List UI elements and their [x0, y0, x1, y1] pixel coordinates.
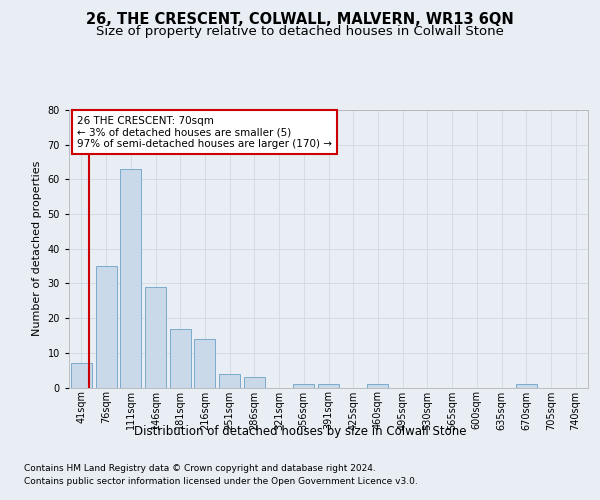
Bar: [318, 384, 339, 388]
Text: Contains HM Land Registry data © Crown copyright and database right 2024.: Contains HM Land Registry data © Crown c…: [24, 464, 376, 473]
Bar: [120, 169, 141, 388]
Text: Size of property relative to detached houses in Colwall Stone: Size of property relative to detached ho…: [96, 25, 504, 38]
Text: Contains public sector information licensed under the Open Government Licence v3: Contains public sector information licen…: [24, 478, 418, 486]
Bar: [293, 384, 314, 388]
Bar: [170, 328, 191, 388]
Bar: [194, 339, 215, 388]
Text: 26 THE CRESCENT: 70sqm
← 3% of detached houses are smaller (5)
97% of semi-detac: 26 THE CRESCENT: 70sqm ← 3% of detached …: [77, 116, 332, 149]
Bar: [145, 287, 166, 388]
Bar: [367, 384, 388, 388]
Bar: [244, 377, 265, 388]
Text: 26, THE CRESCENT, COLWALL, MALVERN, WR13 6QN: 26, THE CRESCENT, COLWALL, MALVERN, WR13…: [86, 12, 514, 28]
Text: Distribution of detached houses by size in Colwall Stone: Distribution of detached houses by size …: [134, 425, 466, 438]
Bar: [95, 266, 116, 388]
Y-axis label: Number of detached properties: Number of detached properties: [32, 161, 42, 336]
Bar: [516, 384, 537, 388]
Bar: [71, 363, 92, 388]
Bar: [219, 374, 240, 388]
